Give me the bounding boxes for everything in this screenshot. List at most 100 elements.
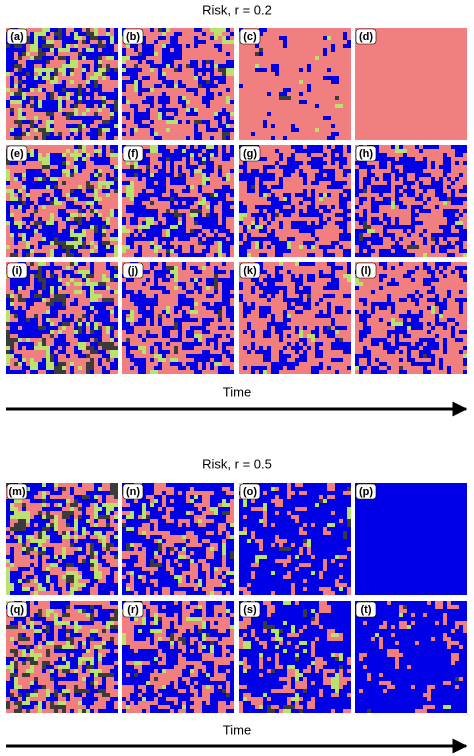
cell	[86, 185, 90, 189]
cell	[455, 161, 459, 165]
cell	[102, 221, 106, 225]
cell	[226, 310, 230, 314]
cell	[90, 56, 94, 60]
cell	[166, 233, 170, 237]
cell	[26, 491, 30, 495]
cell	[331, 346, 335, 350]
cell	[102, 563, 106, 567]
cell	[359, 330, 363, 334]
cell	[142, 88, 146, 92]
cell	[251, 366, 255, 370]
cell	[54, 519, 58, 523]
cell	[130, 169, 134, 173]
cell	[359, 201, 363, 205]
cell	[447, 294, 451, 298]
cell	[66, 266, 70, 270]
cell	[34, 314, 38, 318]
cell	[383, 173, 387, 177]
cell	[283, 197, 287, 201]
cell	[154, 209, 158, 213]
cell	[162, 266, 166, 270]
cell	[54, 201, 58, 205]
cell	[122, 342, 126, 346]
cell	[387, 197, 391, 201]
cell	[443, 266, 447, 270]
cell	[206, 579, 210, 583]
cell	[295, 149, 299, 153]
cell	[50, 229, 54, 233]
cell	[102, 48, 106, 52]
cell	[158, 547, 162, 551]
cell	[114, 189, 118, 193]
cell	[106, 563, 110, 567]
cell	[202, 253, 206, 257]
cell	[395, 189, 399, 193]
cell	[222, 72, 226, 76]
cell	[303, 262, 307, 266]
cell	[6, 587, 10, 591]
cell	[134, 84, 138, 88]
cell	[202, 157, 206, 161]
cell	[435, 278, 439, 282]
cell	[98, 205, 102, 209]
cell	[62, 563, 66, 567]
cell	[319, 342, 323, 346]
cell	[26, 245, 30, 249]
cell	[186, 314, 190, 318]
cell	[34, 84, 38, 88]
cell	[38, 169, 42, 173]
cell	[86, 108, 90, 112]
cell	[6, 306, 10, 310]
cell	[94, 515, 98, 519]
cell	[10, 511, 14, 515]
cell	[34, 370, 38, 374]
cell	[98, 124, 102, 128]
cell	[14, 233, 18, 237]
cell	[387, 185, 391, 189]
cell	[138, 346, 142, 350]
cell	[50, 92, 54, 96]
cell	[226, 278, 230, 282]
cell	[162, 80, 166, 84]
cell	[287, 157, 291, 161]
cell	[102, 282, 106, 286]
cell	[226, 96, 230, 100]
cell	[379, 338, 383, 342]
cell	[335, 96, 339, 100]
cell	[10, 84, 14, 88]
cell	[114, 358, 118, 362]
cell	[42, 314, 46, 318]
cell	[359, 318, 363, 322]
cell	[106, 104, 110, 108]
cell	[411, 253, 415, 257]
cell	[50, 306, 54, 310]
cell	[62, 346, 66, 350]
cell	[359, 338, 363, 342]
cell	[343, 44, 347, 48]
cell	[46, 225, 50, 229]
cell	[255, 169, 259, 173]
cell	[230, 579, 234, 583]
cell	[226, 177, 230, 181]
cell	[271, 229, 275, 233]
cell	[174, 157, 178, 161]
cell	[379, 221, 383, 225]
cell	[34, 100, 38, 104]
cell	[102, 120, 106, 124]
cell	[126, 342, 130, 346]
cell	[251, 185, 255, 189]
cell	[367, 362, 371, 366]
cell	[34, 149, 38, 153]
cell	[138, 322, 142, 326]
cell	[226, 52, 230, 56]
cell	[54, 36, 58, 40]
cell	[162, 177, 166, 181]
cell	[455, 225, 459, 229]
cell	[58, 282, 62, 286]
panel-label: (g)	[243, 148, 257, 160]
cell	[62, 511, 66, 515]
cell	[387, 217, 391, 221]
cell	[222, 249, 226, 253]
cell	[210, 491, 214, 495]
cell	[226, 249, 230, 253]
